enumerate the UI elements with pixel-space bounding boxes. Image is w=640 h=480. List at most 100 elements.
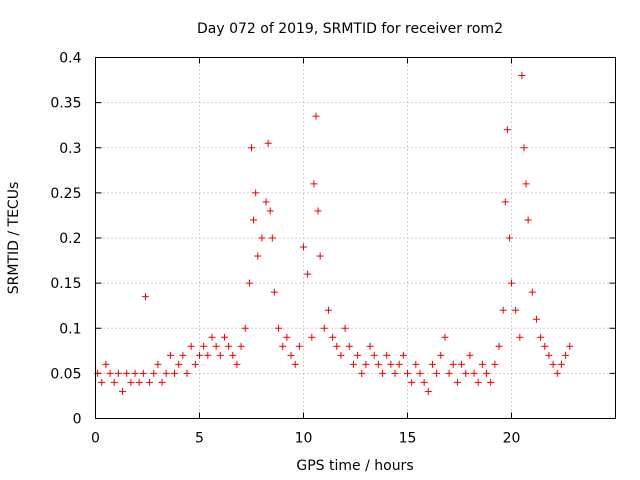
data-point (449, 360, 457, 368)
data-point (262, 198, 270, 206)
data-point (441, 333, 449, 341)
data-point (395, 360, 403, 368)
data-point (237, 342, 245, 350)
data-point (374, 360, 382, 368)
y-axis-label: SRMTID / TECUs (6, 182, 22, 295)
data-point (283, 333, 291, 341)
data-point (200, 342, 208, 350)
data-point (183, 369, 191, 377)
data-point (503, 126, 511, 134)
data-point (154, 360, 162, 368)
data-point (341, 324, 349, 332)
data-point (139, 369, 147, 377)
data-point (495, 342, 503, 350)
data-point (445, 369, 453, 377)
x-tick-label: 5 (195, 431, 204, 447)
data-point (123, 369, 131, 377)
data-point (528, 288, 536, 296)
data-point (437, 351, 445, 359)
data-point (566, 342, 574, 350)
data-point (387, 360, 395, 368)
x-tick-label: 20 (503, 431, 521, 447)
y-tick-label: 0.15 (50, 276, 81, 292)
data-point (520, 144, 528, 152)
data-point (379, 369, 387, 377)
data-point (522, 180, 530, 188)
x-axis-label: GPS time / hours (296, 458, 413, 474)
data-point (229, 351, 237, 359)
data-point (150, 369, 158, 377)
data-point (270, 288, 278, 296)
data-points (94, 72, 574, 395)
data-point (358, 369, 366, 377)
data-point (162, 369, 170, 377)
data-point (424, 387, 432, 395)
data-point (433, 369, 441, 377)
y-tick-labels: 0 0.05 0.1 0.15 0.2 0.25 0.3 0.35 0.4 (50, 51, 81, 428)
data-point (308, 333, 316, 341)
data-point (158, 378, 166, 386)
data-point (304, 270, 312, 278)
data-point (114, 369, 122, 377)
y-tick-label: 0 (73, 412, 82, 428)
data-point (248, 144, 255, 152)
y-tick-label: 0.4 (59, 51, 81, 67)
y-tick-label: 0.35 (50, 96, 81, 112)
data-point (524, 216, 532, 224)
data-point (478, 360, 486, 368)
data-point (470, 369, 478, 377)
data-point (458, 360, 466, 368)
x-tick-label: 15 (399, 431, 417, 447)
data-point (491, 360, 499, 368)
data-point (110, 378, 118, 386)
data-point (453, 378, 461, 386)
data-point (505, 234, 513, 242)
data-point (532, 315, 540, 323)
data-point (275, 324, 283, 332)
data-point (483, 369, 491, 377)
plot-frame (95, 57, 616, 419)
data-point (291, 360, 299, 368)
data-point (241, 324, 249, 332)
data-point (310, 180, 318, 188)
data-point (119, 387, 127, 395)
data-point (512, 306, 520, 314)
data-point (316, 252, 324, 260)
data-point (508, 279, 515, 287)
data-point (216, 351, 224, 359)
data-point (408, 378, 416, 386)
data-point (245, 279, 253, 287)
data-point (329, 333, 337, 341)
data-point (179, 351, 187, 359)
data-point (171, 369, 179, 377)
data-point (141, 293, 149, 301)
data-point (487, 378, 495, 386)
y-tick-label: 0.3 (59, 141, 81, 157)
data-point (212, 342, 220, 350)
data-point (225, 342, 233, 350)
data-point (391, 369, 399, 377)
x-tick-labels: 0 5 10 15 20 (91, 431, 520, 447)
data-point (501, 198, 509, 206)
data-point (196, 351, 203, 359)
data-point (383, 351, 391, 359)
data-point (428, 360, 436, 368)
grid-lines (95, 57, 616, 419)
y-tick-label: 0.2 (59, 231, 81, 247)
data-point (412, 360, 420, 368)
data-point (404, 369, 411, 377)
y-tick-label: 0.1 (59, 321, 81, 337)
data-point (320, 324, 328, 332)
data-point (287, 351, 295, 359)
data-point (106, 369, 114, 377)
data-point (204, 351, 212, 359)
data-point (220, 333, 228, 341)
data-point (279, 342, 287, 350)
y-tick-label: 0.05 (50, 366, 81, 382)
data-point (314, 207, 322, 215)
data-point (354, 351, 362, 359)
data-point (266, 207, 274, 215)
data-point (366, 342, 374, 350)
data-point (553, 369, 561, 377)
